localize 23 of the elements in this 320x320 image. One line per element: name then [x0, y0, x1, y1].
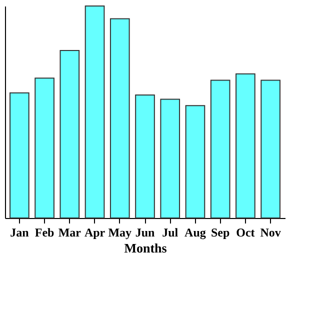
- x-tick-label: Apr: [84, 226, 106, 240]
- bar: [10, 92, 30, 218]
- x-tick-label: Jun: [135, 226, 155, 240]
- x-axis-title: Months: [124, 240, 167, 256]
- bar: [84, 6, 105, 218]
- x-tick-label: May: [108, 226, 132, 240]
- x-tick-label: Oct: [236, 226, 255, 240]
- x-tick-label: Jan: [10, 226, 30, 240]
- x-tick-label: Mar: [58, 226, 82, 240]
- bar: [135, 94, 155, 218]
- bar: [260, 80, 280, 218]
- x-tick-label: Sep: [210, 226, 230, 240]
- bar: [236, 73, 256, 218]
- bar: [160, 98, 180, 218]
- x-tick-label: Nov: [260, 226, 281, 240]
- bar: [60, 50, 80, 218]
- bar: [34, 78, 54, 218]
- x-tick-label: Feb: [34, 226, 55, 240]
- bar: [185, 105, 206, 218]
- bar: [210, 80, 230, 218]
- x-tick-label: Aug: [184, 226, 206, 240]
- bar: [110, 18, 130, 218]
- x-tick-label: Jul: [162, 226, 179, 240]
